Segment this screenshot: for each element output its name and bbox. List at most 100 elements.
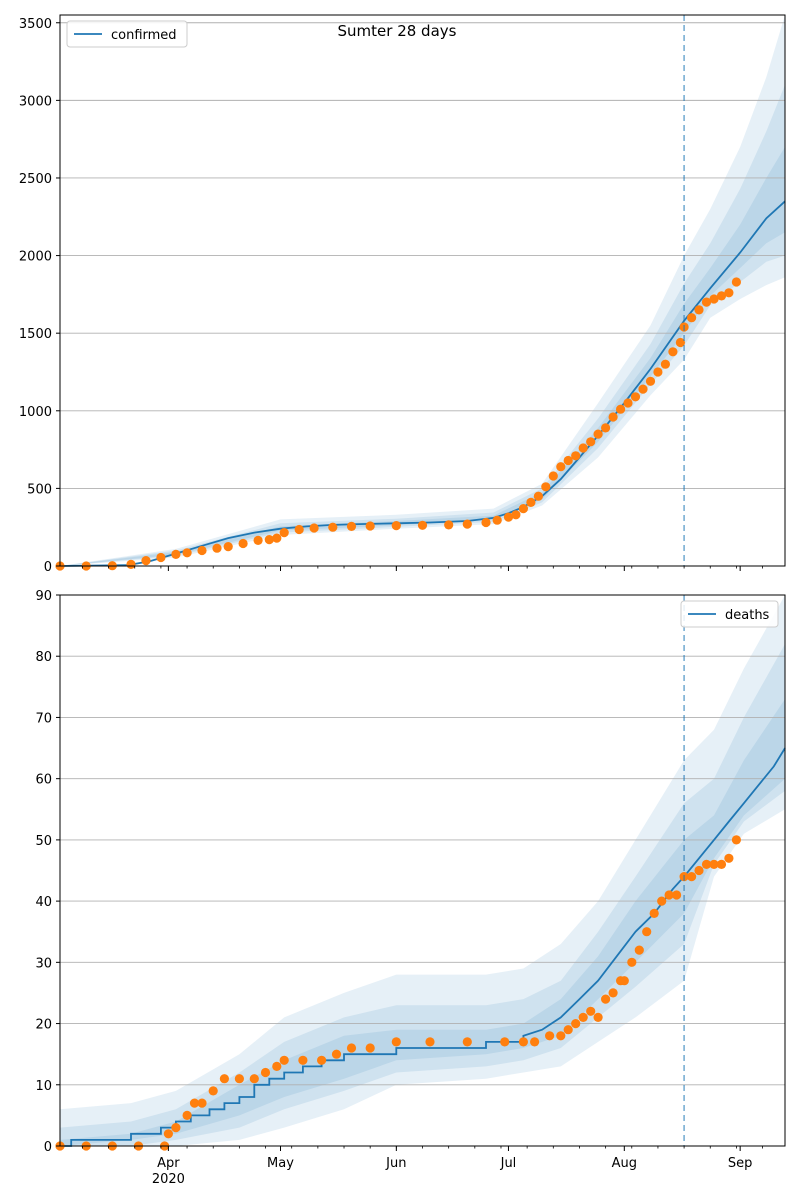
observed-point (141, 556, 151, 566)
y-tick-label: 1500 (19, 327, 52, 342)
observed-point (619, 976, 629, 986)
observed-point (212, 543, 222, 553)
observed-point (182, 1110, 192, 1120)
observed-point (417, 520, 428, 530)
observed-point (687, 313, 697, 323)
observed-point (731, 277, 742, 287)
confidence-band-1 (60, 644, 785, 1146)
observed-point (328, 522, 338, 532)
y-tick-label: 50 (35, 834, 52, 849)
observed-point (627, 957, 637, 967)
observed-point (556, 462, 566, 472)
confirmed-axes: 0 500 1000 1500 2000 2500 3000 3500 (19, 14, 786, 575)
observed-point (563, 1025, 573, 1035)
confidence-band-2 (60, 699, 785, 1146)
observed-point (298, 1055, 308, 1065)
y-tick-label: 30 (35, 956, 52, 971)
observed-point (668, 347, 678, 357)
observed-point (391, 1037, 401, 1047)
deaths-observed-points (55, 835, 742, 1151)
confirmed-legend: confirmed (66, 20, 188, 48)
observed-point (223, 542, 233, 552)
x-tick-label: Apr (157, 1156, 180, 1171)
y-tick-label: 10 (35, 1079, 52, 1094)
y-tick-label: 1000 (19, 405, 52, 420)
observed-point (126, 559, 136, 570)
observed-point (492, 515, 502, 525)
observed-point (294, 524, 304, 535)
observed-point (253, 535, 263, 546)
observed-point (533, 491, 544, 501)
x-tick-label: Jul (500, 1156, 517, 1171)
legend-box (680, 600, 779, 628)
observed-point (645, 376, 656, 386)
observed-point (391, 521, 401, 531)
observed-point (309, 523, 319, 533)
confirmed-gridlines (60, 22, 785, 489)
observed-point (634, 945, 644, 955)
observed-point (653, 367, 663, 377)
confirmed-panel: 0 500 1000 1500 2000 2500 3000 3500 Sumter 28 d… (19, 14, 786, 575)
observed-point (272, 533, 282, 543)
observed-point (189, 1098, 200, 1108)
observed-point (249, 1074, 259, 1084)
observed-point (526, 497, 536, 507)
observed-point (346, 521, 357, 532)
observed-point (163, 1129, 173, 1139)
model-series-line (59, 200, 786, 567)
deaths-confidence-bands (60, 595, 785, 1146)
observed-point (365, 521, 375, 531)
observed-point (694, 305, 704, 315)
observed-point (657, 896, 667, 906)
y-tick-label: 2500 (19, 172, 52, 187)
observed-point (586, 437, 596, 447)
chart-title: Sumter 28 days (338, 22, 457, 40)
observed-point (425, 1037, 435, 1047)
x-tick-year-label: 2020 (152, 1172, 185, 1187)
observed-point (608, 412, 618, 422)
observed-point (694, 865, 704, 876)
observed-point (272, 1061, 282, 1071)
legend-label-deaths: deaths (725, 608, 770, 623)
observed-point (171, 1123, 181, 1133)
observed-point (182, 548, 192, 558)
observed-point (234, 1074, 244, 1084)
observed-point (260, 1067, 271, 1078)
observed-point (608, 988, 618, 998)
y-tick-label: 90 (35, 589, 52, 604)
y-tick-label: 60 (35, 773, 52, 788)
observed-point (709, 294, 719, 304)
observed-point (642, 927, 652, 937)
observed-point (731, 835, 742, 845)
x-tick-label: Jun (385, 1156, 406, 1171)
confidence-band-0 (60, 595, 785, 1146)
observed-point (365, 1043, 375, 1053)
observed-point (208, 1086, 218, 1096)
observed-point (701, 297, 712, 307)
observed-point (638, 384, 648, 394)
observed-point (672, 890, 682, 900)
observed-point (578, 443, 588, 453)
x-tick-label: May (267, 1156, 294, 1171)
observed-point (623, 398, 633, 408)
observed-point (346, 1043, 357, 1053)
observed-point (279, 528, 289, 538)
observed-point (264, 535, 274, 545)
observed-point (664, 890, 674, 900)
observed-point (701, 859, 712, 870)
observed-point (462, 519, 472, 529)
confirmed-observed-points (55, 277, 742, 571)
observed-point (716, 291, 727, 301)
observed-point (462, 1037, 472, 1047)
observed-point (649, 908, 659, 919)
observed-point (279, 1055, 289, 1065)
observed-point (317, 1055, 327, 1065)
observed-point (563, 455, 573, 466)
observed-point (545, 1031, 555, 1041)
x-tick-label: Sep (728, 1156, 753, 1171)
observed-point (518, 1037, 529, 1047)
observed-point (660, 359, 671, 369)
x-tick-label: Aug (612, 1156, 637, 1171)
observed-point (238, 538, 248, 549)
